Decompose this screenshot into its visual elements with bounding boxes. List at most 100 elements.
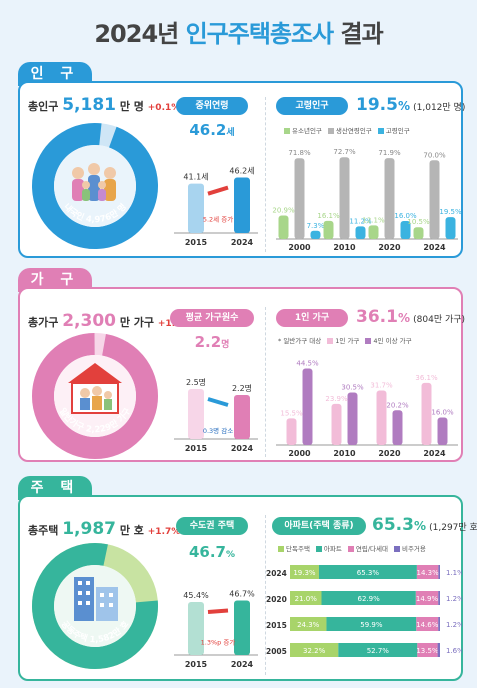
bar-value-label: 44.5% <box>296 359 319 367</box>
bar-value-label: 16.0% <box>431 408 454 416</box>
segment-value-label: 24.3% <box>297 621 320 629</box>
stacked-bar-segment <box>416 565 439 579</box>
stacked-bar-segment <box>321 591 416 605</box>
bar <box>234 600 250 655</box>
bar <box>368 225 379 239</box>
stacked-bar-segment <box>416 617 439 631</box>
bar <box>376 390 387 445</box>
bar-value-label: 12.1% <box>362 216 385 224</box>
apartment-building-icon <box>74 577 118 621</box>
house-family-icon <box>68 363 122 414</box>
bar-value-label: 71.9% <box>378 149 401 157</box>
x-tick-label: 2015 <box>185 660 208 669</box>
bar <box>429 160 440 239</box>
bar-value-label: 46.7% <box>229 590 255 599</box>
bar <box>384 158 395 239</box>
age-structure-legend: 유소년인구 생산연령인구 고령인구 <box>278 125 410 135</box>
median-age-chip: 중위연령 <box>176 97 248 115</box>
apartment-chip: 아파트(주택 종류) <box>272 517 366 535</box>
stacked-bar-segment <box>318 565 417 579</box>
divider <box>265 97 266 252</box>
bar <box>413 227 424 239</box>
bar <box>310 230 321 239</box>
page-title: 2024년 인구주택총조사 결과 <box>94 20 383 48</box>
legend-label: 생산연령인구 <box>335 127 372 135</box>
household-panel: 총가구 2,300 만 가구 +1.2% 일반가구 2,229만 가구 평균 가… <box>18 287 466 462</box>
segment-value-label: 14.3% <box>417 569 440 577</box>
bar <box>302 368 313 445</box>
segment-value-label: 14.9% <box>416 595 439 603</box>
bar-value-label: 7.3% <box>307 222 325 230</box>
stacked-bar-segment <box>338 643 418 657</box>
donut-segment <box>32 123 158 249</box>
bar <box>278 215 289 239</box>
age-structure-chart: 20.9% 71.8% 7.3% 2000 16.1% 72.7% 11.2% 2010 12.… <box>272 148 462 252</box>
bar <box>234 177 250 233</box>
household-legend: * 일반가구 대상 1인 가구 4인 이상 가구 <box>278 335 412 345</box>
avg-household-chart: 2.5명 2015 2.2명 2024 0.3명 감소 <box>174 377 258 453</box>
stacked-bar-segment <box>438 591 440 605</box>
aging-chip: 고령인구 <box>276 97 348 115</box>
bar-value-label: 46.2세 <box>229 167 254 176</box>
population-panel: 총인구 5,181 만 명 +0.1% 내국인 4,976만 명 중위연령 46… <box>18 81 465 258</box>
legend-label: 4인 이상 가구 <box>373 337 412 345</box>
metro-housing-chart: 45.4% 2015 46.7% 2024 1.3%p 증가 <box>174 590 258 669</box>
stacked-bar-segment <box>415 591 439 605</box>
metro-housing-chip: 수도권 주택 <box>176 517 248 535</box>
x-tick-label: 2024 <box>231 444 254 453</box>
legend-swatch <box>327 338 334 344</box>
x-tick-label: 2000 <box>288 243 311 252</box>
y-tick-label: 2024 <box>266 569 287 578</box>
bar-value-label: 19.5% <box>439 208 462 216</box>
x-tick-label: 2000 <box>288 449 311 458</box>
bar <box>400 221 411 239</box>
bar-value-label: 36.1% <box>415 374 438 382</box>
donut-segment <box>32 333 158 459</box>
single-household-chip: 1인 가구 <box>276 309 348 327</box>
legend-swatch <box>315 546 322 552</box>
bar <box>347 392 358 445</box>
segment-value-label: 62.9% <box>358 595 381 603</box>
population-donut: 내국인 4,976만 명 <box>32 123 158 249</box>
x-tick-label: 2015 <box>185 238 208 247</box>
median-age-value: 46.2세 <box>189 121 235 139</box>
x-tick-label: 2010 <box>333 449 356 458</box>
divider <box>265 307 266 457</box>
bar-value-label: 10.5% <box>407 218 430 226</box>
stacked-bar-segment <box>417 643 438 657</box>
legend-swatch <box>393 546 400 552</box>
population-total: 총인구 5,181 만 명 +0.1% <box>28 95 181 115</box>
segment-value-label: 21.0% <box>295 595 318 603</box>
stacked-bar-segment <box>290 617 327 631</box>
x-tick-label: 2024 <box>231 660 254 669</box>
y-tick-label: 2005 <box>266 647 287 656</box>
housing-type-legend: 단독주택 아파트 연립/다세대 비주거용 <box>272 543 426 553</box>
avg-household-value: 2.2명 <box>194 333 230 351</box>
bar <box>445 217 456 239</box>
legend-label: 1인 가구 <box>335 337 360 345</box>
stacked-bar-segment <box>438 617 440 631</box>
legend-label: 유소년인구 <box>292 127 322 135</box>
household-total: 총가구 2,300 만 가구 +1.2% <box>28 311 190 331</box>
stacked-bar-segment <box>290 565 319 579</box>
bar-value-label: 20.9% <box>272 206 295 214</box>
bar-value-label: 2.5명 <box>186 377 206 387</box>
bar-value-label: 15.5% <box>280 409 303 417</box>
divider <box>265 515 266 675</box>
segment-value-label: 1.2% <box>446 621 462 629</box>
segment-value-label: 1.2% <box>446 595 462 603</box>
single-household-value: 36.1% (804만 가구) <box>356 307 466 327</box>
bar-value-label: 30.5% <box>341 384 364 392</box>
median-age-chart: 41.1세 2015 46.2세 2024 5.2세 증가 <box>174 167 258 247</box>
bar <box>234 395 250 439</box>
bar <box>286 418 297 445</box>
y-tick-label: 2020 <box>266 595 287 604</box>
segment-value-label: 14.6% <box>416 621 439 629</box>
family-illustration-icon <box>72 163 116 201</box>
y-tick-label: 2015 <box>266 621 287 630</box>
household-type-chart: 15.5% 44.5% 2000 23.9% 30.5% 2010 31.7% 20.2% 20… <box>276 359 458 458</box>
bar <box>331 403 342 445</box>
x-tick-label: 2010 <box>333 243 356 252</box>
legend-swatch <box>284 128 290 134</box>
segment-value-label: 65.3% <box>357 569 380 577</box>
